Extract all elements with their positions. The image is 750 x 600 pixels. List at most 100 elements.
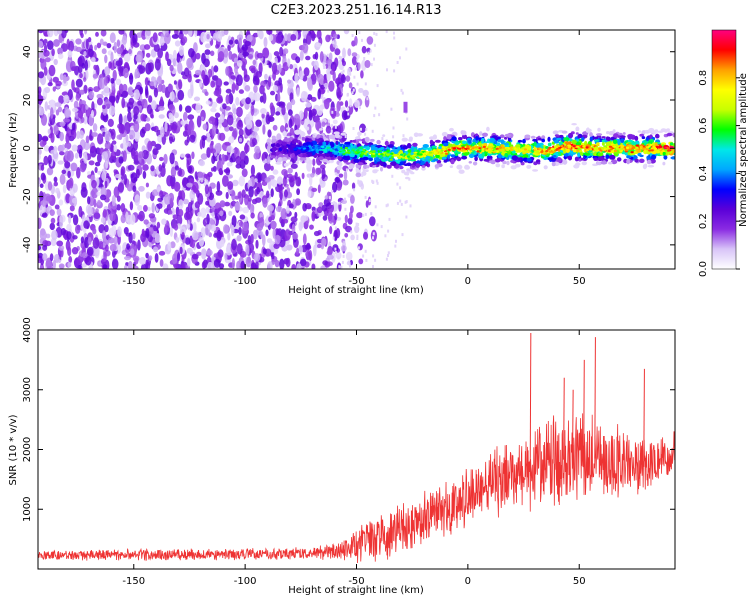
ridge-core bbox=[412, 157, 416, 160]
heatmap-cell bbox=[189, 223, 193, 231]
ridge-cell bbox=[300, 150, 306, 154]
ridge-core bbox=[442, 148, 446, 151]
heatmap-cell bbox=[259, 85, 265, 95]
ridge-cell bbox=[533, 141, 537, 147]
ridge-core bbox=[565, 145, 569, 149]
ridge-cell bbox=[401, 169, 406, 174]
heatmap-cell bbox=[225, 191, 229, 200]
heatmap-cell bbox=[276, 101, 283, 107]
ridge-core bbox=[607, 149, 611, 153]
heatmap-cell bbox=[328, 80, 335, 92]
ridge-cell bbox=[456, 156, 462, 162]
heatmap-cell bbox=[315, 167, 322, 175]
heatmap-cell bbox=[142, 149, 149, 160]
heatmap-cell bbox=[357, 223, 360, 226]
heatmap-cell bbox=[335, 251, 342, 260]
heatmap-cell bbox=[47, 154, 52, 165]
ridge-cell bbox=[518, 157, 522, 161]
heatmap-cell bbox=[173, 263, 179, 269]
heatmap-cell bbox=[361, 38, 363, 42]
ridge-core bbox=[432, 149, 437, 152]
heatmap-cell bbox=[279, 46, 284, 57]
heatmap-cell bbox=[356, 212, 363, 219]
heatmap-cell bbox=[182, 30, 189, 35]
heatmap-cell bbox=[323, 99, 331, 105]
heatmap-cell bbox=[150, 114, 154, 119]
heatmap-cell bbox=[110, 77, 115, 84]
heatmap-cell bbox=[351, 56, 358, 66]
ridge-cell bbox=[581, 161, 587, 166]
heatmap-cell bbox=[169, 90, 175, 102]
heatmap-cell bbox=[41, 212, 48, 218]
ridge-cell bbox=[651, 154, 657, 160]
ridge-cell bbox=[601, 141, 605, 146]
heatmap-cell bbox=[159, 156, 164, 162]
heatmap-cell bbox=[92, 237, 100, 249]
y-tick-label: 1000 bbox=[22, 497, 33, 522]
heatmap-cell bbox=[227, 174, 233, 179]
ridge-cell bbox=[601, 136, 606, 139]
ridge-cell bbox=[406, 170, 410, 176]
ridge-cell bbox=[462, 134, 467, 140]
heatmap-cell bbox=[90, 145, 96, 152]
heatmap-cell bbox=[43, 43, 48, 53]
heatmap-cell bbox=[225, 88, 232, 94]
heatmap-cell bbox=[152, 148, 159, 156]
ridge-cell bbox=[657, 130, 664, 133]
heatmap-cell bbox=[173, 223, 179, 231]
heatmap-cell bbox=[81, 182, 87, 193]
ridge-cell bbox=[454, 141, 460, 146]
ridge-core bbox=[458, 145, 462, 148]
heatmap-cell bbox=[135, 54, 142, 63]
heatmap-cell bbox=[180, 153, 186, 158]
heatmap-cell bbox=[256, 52, 264, 59]
heatmap-cell bbox=[151, 202, 155, 214]
heatmap-cell bbox=[296, 188, 300, 196]
heatmap-cell bbox=[255, 71, 262, 78]
ridge-cell bbox=[343, 157, 349, 161]
heatmap-cell bbox=[145, 52, 151, 58]
heatmap-cell bbox=[194, 201, 200, 209]
ridge-cell bbox=[524, 134, 531, 139]
heatmap-cell bbox=[362, 213, 365, 217]
ridge-cell bbox=[424, 155, 431, 160]
heatmap-cell bbox=[133, 42, 140, 48]
heatmap-cell bbox=[346, 260, 351, 266]
heatmap-cell bbox=[385, 204, 388, 208]
heatmap-cell bbox=[232, 107, 237, 115]
ridge-cell bbox=[523, 157, 528, 162]
ridge-cell bbox=[641, 136, 646, 140]
ridge-core bbox=[608, 145, 613, 148]
heatmap-cell bbox=[38, 217, 42, 229]
heatmap-cell bbox=[45, 195, 53, 202]
heatmap-cell bbox=[305, 55, 311, 61]
heatmap-cell bbox=[344, 197, 346, 201]
ridge-cell bbox=[567, 155, 573, 161]
heatmap-cell bbox=[110, 51, 114, 63]
ridge-cell bbox=[543, 165, 548, 170]
heatmap-cell bbox=[238, 137, 243, 143]
ridge-cell bbox=[462, 140, 467, 145]
heatmap-cell bbox=[53, 58, 58, 66]
ridge-cell bbox=[410, 171, 415, 175]
ridge-cell bbox=[537, 162, 541, 165]
heatmap-cell bbox=[85, 105, 89, 110]
heatmap-cell bbox=[183, 111, 188, 122]
heatmap-cell bbox=[159, 259, 164, 267]
ridge-cell bbox=[585, 127, 590, 133]
heatmap-cell bbox=[215, 78, 223, 88]
heatmap-cell bbox=[286, 205, 290, 214]
ridge-cell bbox=[639, 158, 645, 163]
heatmap-cell bbox=[59, 173, 66, 185]
heatmap-cell bbox=[268, 76, 272, 88]
heatmap-cell bbox=[274, 57, 278, 65]
heatmap-cell bbox=[187, 114, 195, 120]
heatmap-cell bbox=[266, 30, 272, 35]
heatmap-cell bbox=[354, 67, 357, 71]
heatmap-cell bbox=[290, 99, 296, 106]
heatmap-cell bbox=[336, 173, 339, 177]
heatmap-cell bbox=[306, 205, 312, 210]
heatmap-cell bbox=[111, 195, 116, 207]
heatmap-cell bbox=[129, 214, 136, 225]
ridge-cell bbox=[593, 157, 598, 161]
